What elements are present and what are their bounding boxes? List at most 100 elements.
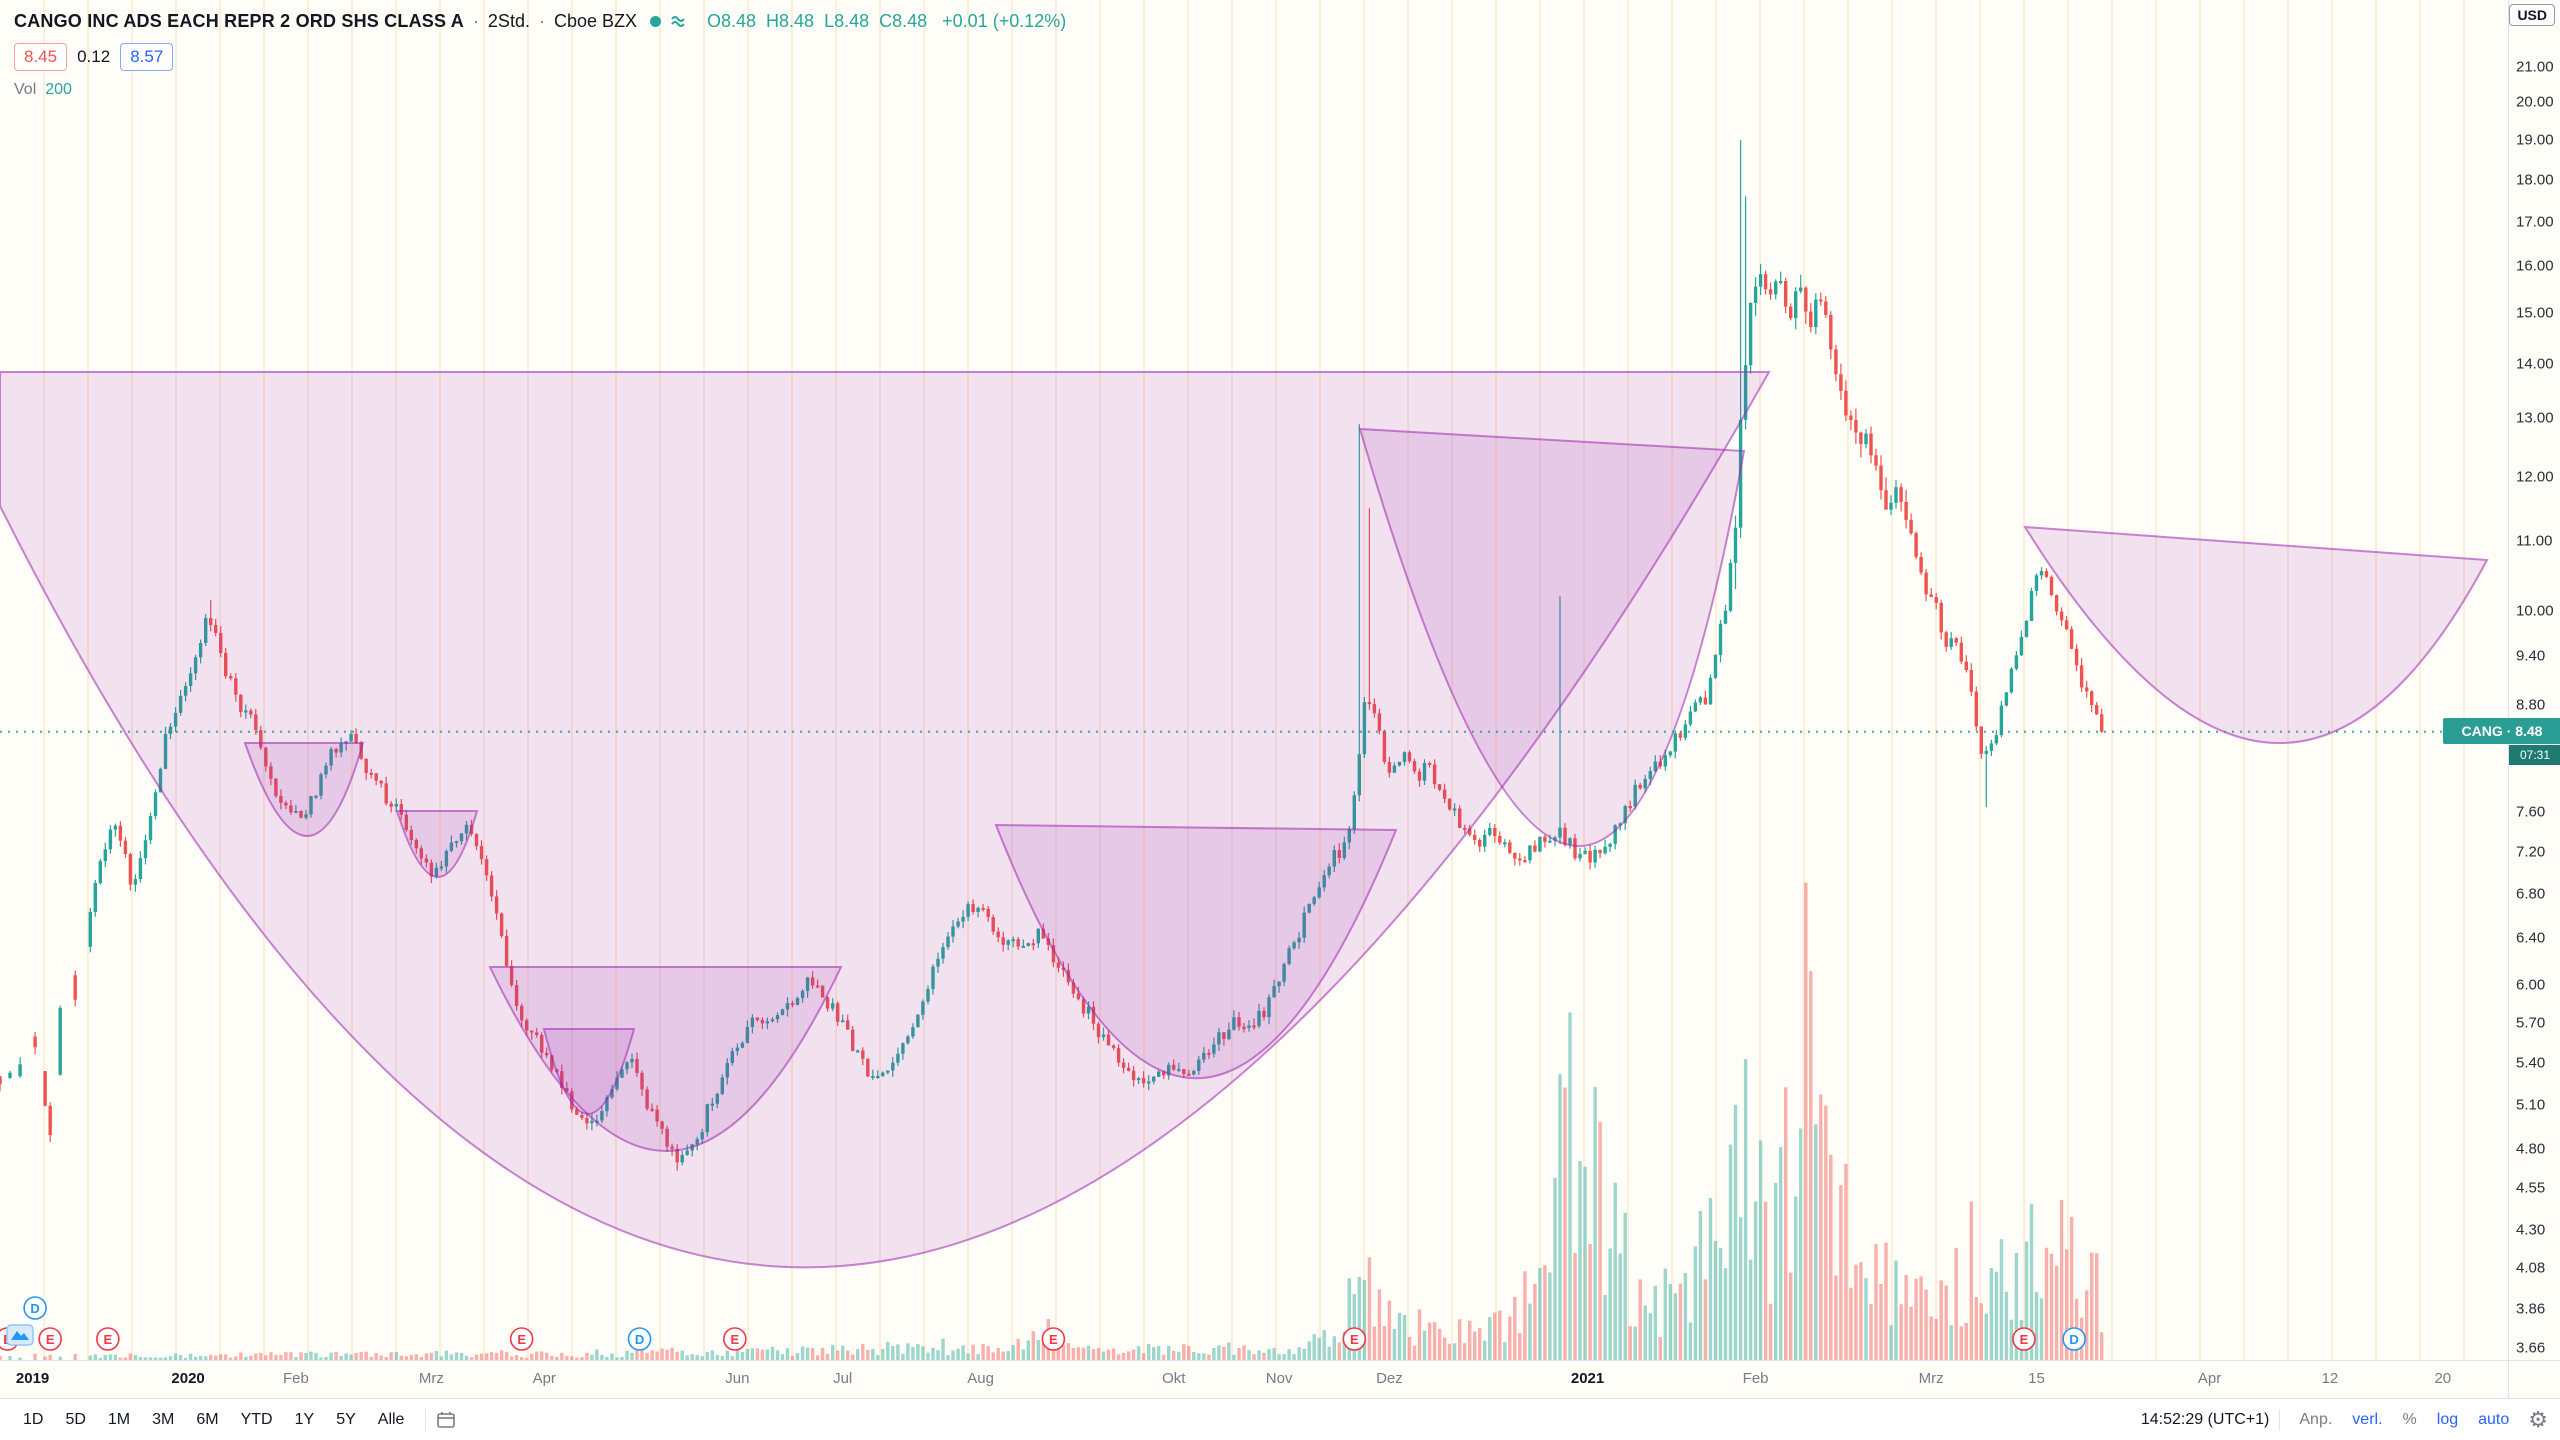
svg-text:D: D: [635, 1332, 644, 1347]
price-tick: 6.80: [2516, 885, 2546, 903]
main-chart[interactable]: EEEEEEEEDDD: [0, 0, 2508, 1360]
time-tick-12: 12: [2321, 1370, 2339, 1387]
svg-text:D: D: [30, 1301, 39, 1316]
svg-text:E: E: [517, 1332, 526, 1347]
scale-button-verl[interactable]: verl.: [2352, 1410, 2383, 1428]
symbol-row: CANGO INC ADS EACH REPR 2 ORD SHS CLASS …: [14, 8, 1066, 34]
ask-price: 8.57: [120, 43, 174, 71]
price-axis[interactable]: USD CANG · 8.48 07:31 21.00 20.00 19.00 18.…: [2443, 0, 2560, 1360]
earnings-marker[interactable]: [2012, 1327, 2036, 1351]
dividend-marker[interactable]: [23, 1296, 47, 1320]
price-tick: 15.00: [2516, 304, 2554, 322]
arc-cup-6[interactable]: [1358, 427, 1746, 847]
separator-dot: ·: [472, 10, 479, 31]
price-tick: 3.86: [2516, 1300, 2546, 1318]
arc-cup-7[interactable]: [2023, 525, 2489, 744]
price-tick: 5.70: [2516, 1014, 2546, 1032]
price-tick: 21.00: [2516, 58, 2554, 76]
scale-button-Anp[interactable]: Anp.: [2299, 1410, 2333, 1428]
price-tick: 11.00: [2516, 532, 2553, 550]
svg-text:D: D: [2069, 1332, 2078, 1347]
earnings-marker[interactable]: [1041, 1327, 1066, 1351]
time-tick-2021: 2021: [1570, 1370, 1605, 1387]
settings-gear-icon[interactable]: ⚙: [2528, 1406, 2548, 1432]
symbol-title[interactable]: CANGO INC ADS EACH REPR 2 ORD SHS CLASS …: [14, 10, 464, 31]
range-button-5Y[interactable]: 5Y: [336, 1410, 356, 1428]
arc-cup-4[interactable]: [542, 1028, 636, 1115]
time-tick-15: 15: [2028, 1370, 2045, 1387]
bid-ask-row: 8.45 0.12 8.57: [14, 43, 1066, 71]
scale-button-log[interactable]: log: [2436, 1410, 2459, 1428]
range-button-1D[interactable]: 1D: [23, 1410, 44, 1428]
time-tick-Apr: Apr: [2197, 1370, 2222, 1387]
time-tick-Jun: Jun: [725, 1370, 750, 1387]
time-tick-20: 20: [2434, 1370, 2452, 1387]
scale-button-auto[interactable]: auto: [2478, 1410, 2510, 1428]
separator-dot: ·: [538, 10, 545, 31]
price-tick: 4.08: [2516, 1259, 2546, 1277]
vertical-gridlines: [43, 0, 2465, 1360]
dividend-marker[interactable]: [2062, 1327, 2086, 1351]
scale-buttons: Anp. verl.% log auto: [2290, 1406, 2518, 1434]
spread-value: 0.12: [77, 47, 111, 66]
range-button-6M[interactable]: 6M: [196, 1410, 219, 1428]
price-tick: 12.00: [2516, 468, 2554, 486]
price-tick: 20.00: [2516, 93, 2554, 111]
range-button-3M[interactable]: 3M: [152, 1410, 175, 1428]
price-tick: 5.40: [2516, 1054, 2546, 1072]
earnings-marker[interactable]: [1342, 1327, 1367, 1351]
range-button-5D[interactable]: 5D: [65, 1410, 86, 1428]
volume-row: Vol 200: [14, 81, 1066, 99]
range-buttons: 1D 5D 1M 3M 6M YTD 1Y 5Y Alle: [12, 1406, 415, 1434]
arc-cup-1[interactable]: [243, 742, 365, 837]
dividend-marker[interactable]: [627, 1327, 652, 1351]
chart-logo-icon[interactable]: [6, 1324, 34, 1351]
price-tick: 3.66: [2516, 1339, 2546, 1357]
event-markers: EEEEEEEEDDD: [0, 1296, 2086, 1351]
ohlc-values: O8.48 H8.48 L8.48 C8.48: [707, 10, 928, 31]
toolbar-divider: [425, 1408, 427, 1431]
earnings-marker[interactable]: [723, 1327, 747, 1351]
time-tick-Mrz: Mrz: [418, 1370, 444, 1387]
price-tick: 4.30: [2516, 1221, 2546, 1239]
time-tick-Nov: Nov: [1265, 1370, 1293, 1387]
volume-label[interactable]: Vol: [14, 81, 37, 98]
time-tick-Dez: Dez: [1376, 1370, 1403, 1387]
earnings-marker[interactable]: [96, 1327, 120, 1351]
earnings-marker[interactable]: [38, 1327, 62, 1351]
time-tick-Aug: Aug: [967, 1370, 994, 1387]
arc-cup-5[interactable]: [994, 823, 1398, 1080]
svg-text:E: E: [731, 1332, 740, 1347]
market-status-icon[interactable]: [650, 15, 661, 27]
exchange-label[interactable]: Cboe BZX: [553, 10, 637, 31]
range-button-1M[interactable]: 1M: [107, 1410, 131, 1428]
interval-label[interactable]: 2Std.: [487, 10, 530, 31]
price-tick: 10.00: [2516, 602, 2554, 620]
time-tick-Jul: Jul: [833, 1370, 853, 1387]
price-tick: 6.00: [2516, 976, 2546, 994]
toolbar-divider: [2279, 1408, 2281, 1431]
time-tick-Feb: Feb: [1742, 1370, 1769, 1387]
scale-button-%[interactable]: %: [2402, 1410, 2417, 1428]
clock[interactable]: 14:52:29 (UTC+1): [2140, 1410, 2270, 1428]
time-tick-Apr: Apr: [532, 1370, 556, 1387]
time-axis[interactable]: 2019 2020 Feb Mrz Apr Jun Jul Aug Okt Nov Dez 2021 F…: [0, 1360, 2508, 1398]
price-tick: 9.40: [2516, 647, 2546, 665]
range-button-Alle[interactable]: Alle: [377, 1410, 405, 1428]
price-tick: 19.00: [2516, 131, 2554, 149]
price-tick: 7.60: [2516, 803, 2546, 821]
currency-badge[interactable]: USD: [2509, 4, 2555, 26]
price-tick: 6.40: [2516, 929, 2546, 947]
extended-hours-icon[interactable]: [670, 13, 692, 29]
range-button-YTD[interactable]: YTD: [240, 1410, 273, 1428]
range-button-1Y[interactable]: 1Y: [294, 1410, 315, 1428]
time-tick-Okt: Okt: [1162, 1370, 1186, 1387]
svg-text:E: E: [46, 1332, 55, 1347]
price-tick: 4.80: [2516, 1140, 2546, 1158]
arc-cup-3[interactable]: [488, 966, 843, 1152]
earnings-marker[interactable]: [509, 1327, 534, 1351]
arc-cup-2[interactable]: [395, 810, 479, 878]
price-tick: 5.10: [2516, 1096, 2546, 1114]
go-to-date-icon[interactable]: [436, 1410, 456, 1430]
arc-band-large[interactable]: [0, 371, 1771, 1269]
